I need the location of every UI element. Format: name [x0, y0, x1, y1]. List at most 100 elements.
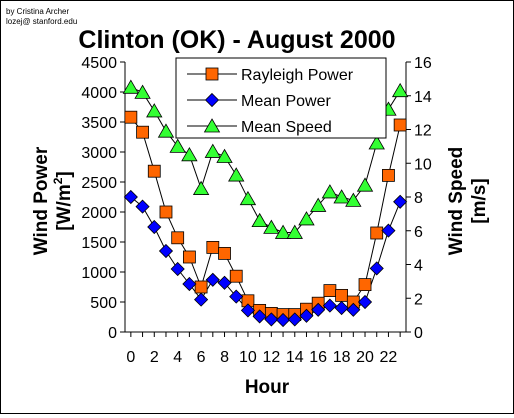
rayleigh-power-point: [382, 168, 395, 182]
mean-power-point: [275, 312, 291, 328]
left-tick-label: 3000: [81, 145, 117, 162]
right-tick-label: 0: [414, 325, 423, 342]
mean-speed-point: [169, 138, 186, 153]
rayleigh-power-point: [323, 284, 337, 298]
right-axis-ticks: 0 2 4 6 8 10 12 14 16: [406, 55, 432, 342]
left-tick-label: 0: [108, 325, 117, 342]
mean-power-point: [346, 302, 361, 317]
mean-power-point: [182, 276, 197, 292]
x-tick-label: 14: [286, 349, 304, 366]
mean-power-point: [311, 302, 326, 317]
x-axis-title: Hour: [245, 377, 290, 398]
series-markers: [122, 79, 409, 328]
credit-author: by Cristina Archer: [6, 7, 69, 16]
mean-speed-point: [192, 180, 210, 195]
mean-power-point: [158, 243, 174, 259]
left-tick-label: 500: [90, 295, 117, 312]
mean-power-point: [240, 303, 256, 318]
mean-speed-point: [228, 167, 245, 182]
legend-marker-mean-speed: [203, 118, 221, 133]
legend-items: Rayleigh Power Mean Power Mean Speed: [187, 67, 354, 136]
x-tick-label: 2: [150, 349, 159, 366]
mean-speed-point: [146, 103, 163, 118]
legend-label-rayleigh-power: Rayleigh Power: [241, 67, 354, 84]
mean-speed-point: [157, 123, 175, 138]
mean-power-point: [252, 309, 267, 324]
rayleigh-power-point: [194, 280, 208, 294]
left-tick-label: 1500: [81, 235, 117, 252]
left-tick-label: 4500: [81, 55, 117, 72]
right-tick-label: 4: [414, 258, 423, 275]
left-axis-title: Wind Power [W/m2]: [31, 146, 75, 255]
right-axis-title: Wind Speed [m/s]: [446, 147, 490, 256]
mean-power-point: [334, 300, 349, 316]
chart-title: Clinton (OK) - August 2000: [78, 26, 395, 54]
mean-power-point: [123, 189, 138, 205]
mean-speed-point: [309, 197, 327, 212]
mean-power-point: [217, 275, 232, 290]
rayleigh-power-point: [335, 288, 349, 302]
mean-power-point: [135, 199, 150, 214]
mean-power-point: [357, 294, 373, 310]
rayleigh-power-point: [159, 205, 173, 219]
rayleigh-power-point: [370, 226, 384, 240]
mean-speed-point: [391, 82, 409, 98]
left-axis-unit-text: [W/m: [54, 184, 75, 230]
mean-power-point: [393, 194, 408, 209]
x-tick-label: 8: [220, 349, 229, 366]
left-axis-title-unit: [W/m2]: [51, 171, 75, 230]
mean-power-point: [287, 312, 302, 327]
mean-speed-point: [333, 189, 350, 204]
mean-speed-point: [216, 148, 233, 163]
x-tick-label: 0: [126, 349, 135, 366]
x-tick-label: 20: [356, 349, 374, 366]
x-tick-label: 12: [262, 349, 280, 366]
mean-power-point: [205, 272, 220, 287]
right-axis-title-unit: [m/s]: [469, 178, 490, 223]
left-axis-ticks: 0 500 1000 1500 2000 2500 3000 3500 4000 4500: [81, 55, 125, 342]
mean-power-point: [299, 308, 314, 323]
left-tick-label: 2500: [81, 175, 117, 192]
mean-speed-point: [251, 212, 268, 228]
left-tick-label: 1000: [81, 265, 117, 282]
rayleigh-power-point: [218, 246, 231, 260]
left-tick-label: 3500: [81, 115, 117, 132]
mean-speed-point: [122, 79, 140, 94]
legend-marker-rayleigh-power: [205, 67, 219, 81]
rayleigh-power-point: [358, 278, 372, 292]
right-axis-title-main: Wind Speed: [446, 147, 467, 256]
left-axis-title-main: Wind Power: [31, 146, 52, 255]
right-tick-label: 2: [414, 291, 423, 308]
legend: Rayleigh Power Mean Power Mean Speed: [175, 57, 387, 139]
right-tick-label: 8: [414, 190, 423, 207]
mean-power-point: [147, 219, 162, 235]
mean-speed-point: [321, 184, 339, 199]
rayleigh-power-point: [136, 125, 149, 139]
left-tick-label: 2000: [81, 205, 117, 222]
mean-speed-point: [298, 211, 315, 226]
left-tick-label: 4000: [81, 85, 117, 102]
rayleigh-power-point: [124, 110, 138, 124]
rayleigh-power-point: [393, 118, 407, 132]
mean-power-point: [322, 298, 337, 313]
right-tick-label: 12: [414, 123, 432, 140]
legend-marker-mean-power: [204, 92, 220, 108]
mean-speed-point: [345, 192, 362, 207]
rayleigh-power-point: [206, 240, 220, 254]
x-axis-ticks: 0 2 4 6 8 10 12 14 16 18 20 22: [126, 332, 401, 366]
rayleigh-power-point: [147, 164, 161, 178]
rayleigh-power-point: [229, 269, 243, 283]
mean-speed-point: [368, 135, 385, 150]
credit-email: lozej@ stanford.edu: [6, 17, 77, 26]
x-tick-label: 22: [380, 349, 398, 366]
right-tick-label: 16: [414, 55, 432, 72]
rayleigh-power-point: [182, 250, 196, 264]
x-tick-label: 16: [309, 349, 327, 366]
right-tick-label: 10: [414, 156, 432, 173]
legend-label-mean-speed: Mean Speed: [241, 119, 332, 136]
mean-speed-point: [239, 190, 257, 206]
left-axis-unit-close: ]: [54, 171, 75, 177]
left-axis-unit-superscript: 2: [51, 177, 65, 184]
